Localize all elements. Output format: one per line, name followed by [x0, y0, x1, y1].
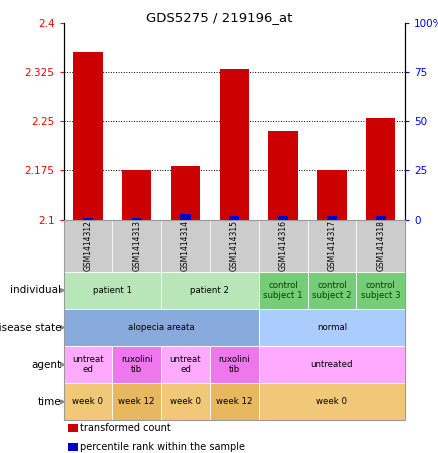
Text: GSM1414314: GSM1414314 [181, 220, 190, 271]
Text: week 0: week 0 [170, 397, 201, 406]
Text: week 0: week 0 [72, 397, 103, 406]
Bar [73, 52, 102, 220]
Bar [278, 216, 288, 220]
Text: patient 1: patient 1 [93, 286, 132, 295]
Text: untreat
ed: untreat ed [170, 355, 201, 374]
Text: GSM1414318: GSM1414318 [376, 220, 385, 271]
Bar [180, 214, 191, 220]
Bar [220, 69, 249, 220]
Text: untreated: untreated [311, 360, 353, 369]
Text: agent: agent [31, 360, 61, 370]
Text: individual: individual [11, 285, 61, 295]
Bar [366, 118, 396, 220]
Text: week 12: week 12 [118, 397, 155, 406]
Text: week 12: week 12 [216, 397, 253, 406]
Bar [229, 216, 240, 220]
Bar [122, 170, 152, 220]
Text: control
subject 1: control subject 1 [263, 281, 303, 300]
Bar [131, 218, 142, 220]
Bar [317, 170, 346, 220]
Text: patient 2: patient 2 [191, 286, 230, 295]
Bar [171, 166, 200, 220]
Text: GSM1414313: GSM1414313 [132, 220, 141, 271]
Text: alopecia areata: alopecia areata [128, 323, 194, 332]
Bar [83, 218, 93, 220]
Text: ruxolini
tib: ruxolini tib [219, 355, 250, 374]
Bar [268, 131, 298, 220]
Text: normal: normal [317, 323, 347, 332]
Text: GSM1414312: GSM1414312 [83, 220, 92, 271]
Bar [376, 216, 386, 220]
Text: GDS5275 / 219196_at: GDS5275 / 219196_at [146, 11, 292, 24]
Text: ruxolini
tib: ruxolini tib [121, 355, 152, 374]
Text: GSM1414317: GSM1414317 [328, 220, 336, 271]
Bar [327, 216, 337, 220]
Text: untreat
ed: untreat ed [72, 355, 104, 374]
Text: control
subject 2: control subject 2 [312, 281, 352, 300]
Text: control
subject 3: control subject 3 [361, 281, 401, 300]
Text: week 0: week 0 [316, 397, 347, 406]
Text: GSM1414316: GSM1414316 [279, 220, 288, 271]
Text: GSM1414315: GSM1414315 [230, 220, 239, 271]
Text: transformed count: transformed count [80, 423, 171, 433]
Text: time: time [38, 397, 61, 407]
Text: percentile rank within the sample: percentile rank within the sample [80, 442, 245, 452]
Text: disease state: disease state [0, 323, 61, 333]
